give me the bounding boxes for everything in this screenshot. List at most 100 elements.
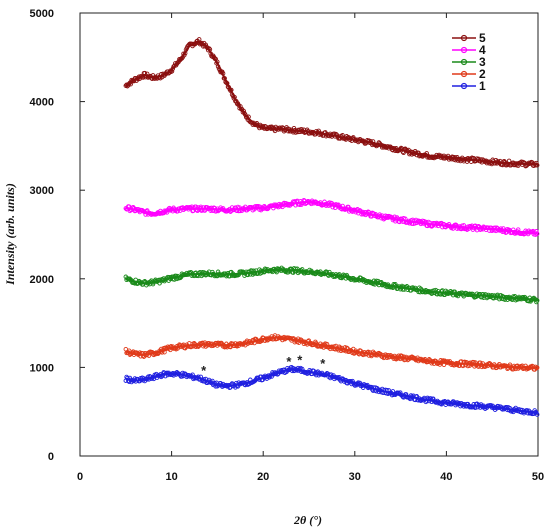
series-point (128, 81, 133, 87)
series-point (175, 60, 180, 65)
series-1 (123, 364, 540, 417)
series-point (169, 69, 175, 74)
series-point (368, 280, 373, 286)
x-tick-label: 40 (440, 471, 452, 483)
series-point (224, 80, 229, 85)
series-point (373, 142, 378, 148)
series-point (194, 273, 199, 279)
series-point (196, 37, 202, 42)
series-point (391, 356, 396, 361)
series-point (416, 289, 421, 295)
peak-asterisk: * (201, 363, 207, 378)
series-point (321, 345, 326, 350)
series-point (476, 224, 481, 229)
legend-label: 3 (479, 55, 486, 69)
series-point (452, 289, 457, 294)
series-point (215, 64, 221, 69)
series-point (267, 268, 273, 274)
series-point (507, 362, 513, 367)
series-point (164, 370, 170, 376)
series-point (275, 372, 280, 377)
series-point (280, 125, 285, 130)
series-point (313, 370, 318, 375)
series-point (534, 365, 540, 370)
series-point (374, 278, 379, 284)
series-point (212, 273, 218, 279)
series-point (209, 53, 214, 59)
series-5 (123, 37, 540, 169)
x-tick-label: 10 (165, 471, 177, 483)
series-point (215, 59, 220, 65)
series-point (246, 114, 251, 120)
series-point (413, 150, 419, 156)
peak-asterisk: * (286, 354, 292, 369)
legend-label: 1 (479, 79, 486, 93)
series-point (461, 294, 467, 299)
series-2 (123, 333, 540, 372)
plot-frame (79, 12, 539, 457)
legend-marker (460, 46, 468, 54)
series-point (511, 227, 516, 232)
series-point (291, 125, 297, 131)
series-point (144, 377, 150, 382)
series-point (301, 197, 307, 203)
series-point (370, 139, 376, 144)
series-point (164, 210, 170, 215)
series-point (293, 266, 298, 271)
series-point (125, 375, 130, 381)
series-point (369, 384, 374, 390)
series-point (534, 229, 539, 234)
series-point (162, 349, 167, 355)
series-point (207, 205, 213, 211)
series-point (320, 342, 326, 348)
x-tick-label: 0 (77, 471, 83, 483)
axis-ticks: 0 10 20 30 40 50 0 1000 2000 3000 4000 5000 (30, 8, 545, 483)
y-tick-label: 5000 (30, 8, 54, 20)
series-point (206, 46, 212, 51)
y-tick-label: 0 (48, 451, 54, 463)
legend-label: 2 (479, 67, 486, 81)
y-tick-label: 4000 (30, 97, 54, 109)
series-point (306, 338, 312, 343)
series-point (290, 368, 295, 374)
series-layer (123, 37, 540, 417)
series-point (393, 282, 398, 287)
series-point (525, 408, 530, 413)
series-point (207, 47, 213, 52)
annotations: * * * * (201, 352, 326, 378)
series-point (359, 212, 364, 217)
x-tick-label: 50 (532, 471, 544, 483)
series-point (232, 343, 237, 349)
series-point (506, 158, 512, 164)
series-point (534, 298, 540, 303)
series-point (285, 126, 290, 132)
series-point (450, 226, 456, 231)
series-line (125, 40, 539, 166)
x-tick-label: 30 (349, 471, 361, 483)
legend-label: 5 (479, 31, 486, 45)
series-3 (123, 265, 540, 305)
y-tick-label: 3000 (30, 185, 54, 197)
series-point (486, 225, 491, 231)
series-point (177, 275, 183, 281)
y-tick-label: 2000 (30, 274, 54, 286)
series-point (208, 208, 213, 213)
series-point (299, 267, 305, 272)
series-point (533, 163, 538, 168)
series-point (133, 76, 138, 81)
legend-marker (460, 58, 468, 66)
x-tick-label: 20 (257, 471, 269, 483)
series-point (400, 287, 406, 292)
legend-marker (460, 82, 468, 90)
series-point (229, 87, 234, 93)
series-point (200, 270, 205, 275)
series-point (335, 375, 340, 380)
y-axis-title: Intensity (arb. units) (3, 183, 17, 286)
series-4 (123, 197, 540, 237)
peak-asterisk: * (297, 352, 303, 367)
series-point (226, 84, 232, 90)
legend-marker (460, 34, 468, 42)
series-point (501, 158, 507, 164)
